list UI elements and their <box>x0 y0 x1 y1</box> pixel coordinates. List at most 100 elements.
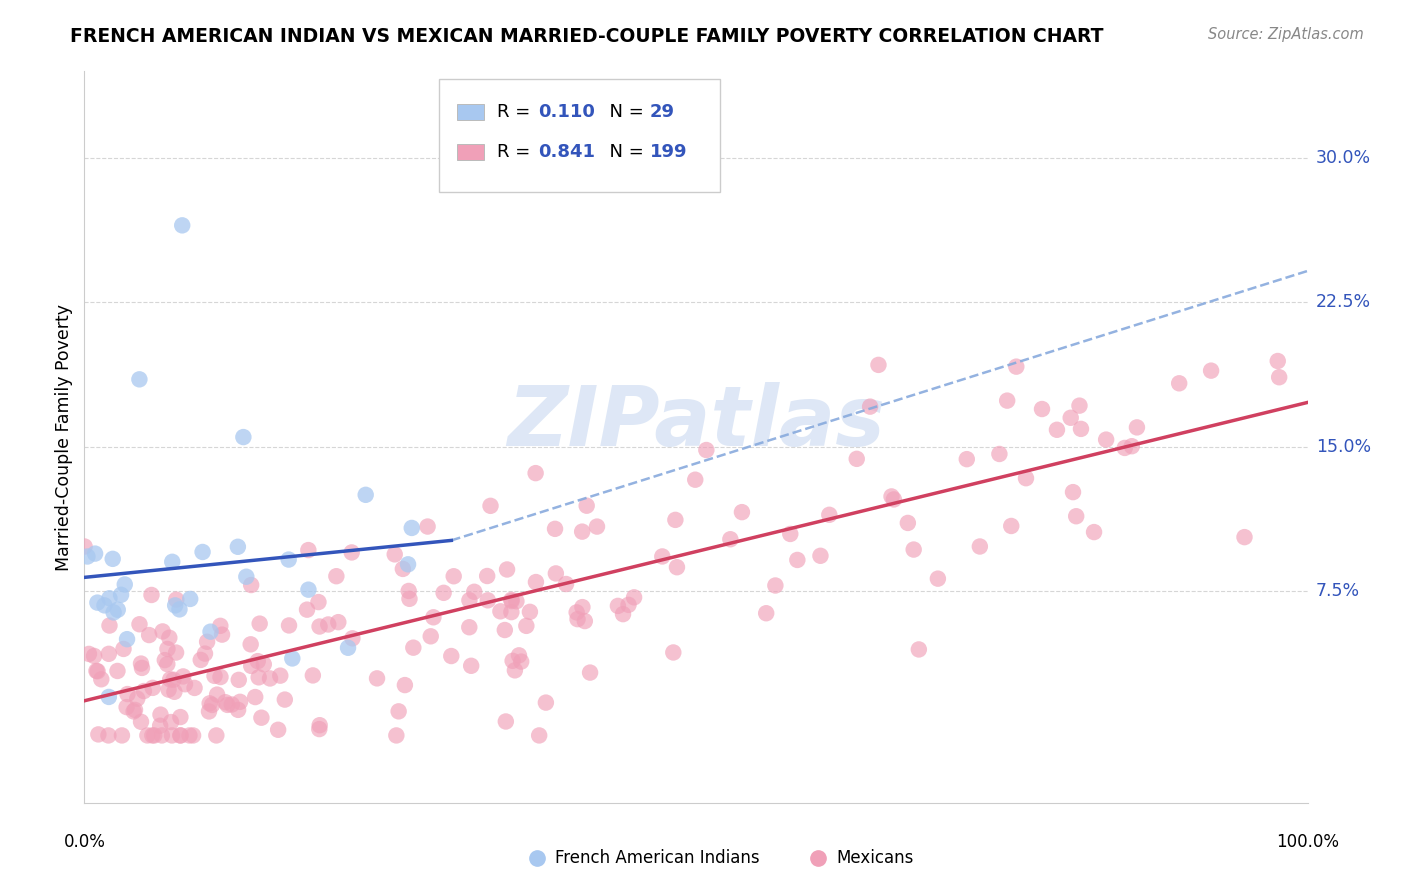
Point <box>98 591 121 606</box>
Point <box>169 602 191 616</box>
Point <box>169 710 191 724</box>
Point <box>129 714 152 729</box>
Point <box>433 586 456 600</box>
Point <box>385 728 408 742</box>
Point <box>524 575 547 590</box>
Point <box>77 647 100 661</box>
Point <box>398 591 420 606</box>
Point <box>198 696 221 710</box>
Point <box>295 602 318 616</box>
Point <box>73 540 96 554</box>
Point <box>503 664 526 678</box>
Point <box>544 566 567 581</box>
Point <box>142 681 165 695</box>
Point <box>86 596 108 610</box>
Point <box>98 618 121 632</box>
Point <box>810 549 832 563</box>
Point <box>141 728 163 742</box>
Y-axis label: Married-Couple Family Poverty: Married-Couple Family Poverty <box>55 303 73 571</box>
Point <box>995 393 1018 408</box>
Point <box>259 672 281 686</box>
Point <box>107 664 129 678</box>
Point <box>159 673 181 687</box>
Point <box>195 634 218 648</box>
Point <box>240 578 263 592</box>
Point <box>718 533 741 547</box>
Point <box>1114 441 1136 455</box>
Point <box>115 632 138 647</box>
Point <box>325 569 347 583</box>
Text: 7.5%: 7.5% <box>1316 582 1360 600</box>
Point <box>903 542 925 557</box>
Point <box>1168 376 1191 391</box>
Point <box>122 705 145 719</box>
Text: 29: 29 <box>650 103 675 120</box>
FancyBboxPatch shape <box>457 103 484 120</box>
Point <box>463 584 485 599</box>
Point <box>494 623 516 637</box>
Point <box>128 372 150 386</box>
Point <box>1070 422 1092 436</box>
Point <box>156 642 179 657</box>
Point <box>515 619 537 633</box>
Point <box>731 505 754 519</box>
FancyBboxPatch shape <box>457 144 484 160</box>
Point <box>297 543 319 558</box>
Point <box>1062 485 1084 500</box>
Point <box>1083 524 1105 539</box>
Point <box>86 664 108 678</box>
Point <box>157 631 180 645</box>
Point <box>880 490 903 504</box>
Point <box>274 692 297 706</box>
Point <box>181 728 204 742</box>
Text: R =: R = <box>496 103 536 120</box>
Text: N =: N = <box>598 103 650 120</box>
Point <box>1031 402 1053 417</box>
Point <box>419 629 441 643</box>
Point <box>440 648 463 663</box>
Point <box>443 569 465 583</box>
Point <box>239 637 262 651</box>
Point <box>211 627 233 641</box>
Point <box>179 728 201 742</box>
Point <box>165 599 187 613</box>
Point <box>617 598 640 612</box>
Text: 0.841: 0.841 <box>538 143 595 161</box>
Point <box>505 594 527 608</box>
Point <box>132 684 155 698</box>
Point <box>1121 439 1143 453</box>
Point <box>232 430 254 444</box>
Point <box>969 540 991 554</box>
Point <box>651 549 673 564</box>
Point <box>226 540 249 554</box>
Point <box>162 673 184 687</box>
Text: N =: N = <box>598 143 650 161</box>
Point <box>859 400 882 414</box>
Point <box>112 642 135 657</box>
Point <box>868 358 890 372</box>
Point <box>1126 420 1149 434</box>
Point <box>460 658 482 673</box>
Point <box>956 452 979 467</box>
Point <box>302 668 325 682</box>
Point <box>162 555 184 569</box>
Point <box>278 618 301 632</box>
Point <box>97 690 120 704</box>
Point <box>205 728 228 742</box>
Point <box>149 707 172 722</box>
Point <box>402 640 425 655</box>
Point <box>524 466 547 480</box>
Point <box>247 670 270 684</box>
Point <box>101 552 124 566</box>
Point <box>555 577 578 591</box>
Point <box>534 696 557 710</box>
Point <box>217 698 239 712</box>
Point <box>205 688 228 702</box>
Point <box>396 558 419 572</box>
Point <box>316 617 339 632</box>
Point <box>209 670 232 684</box>
Point <box>103 606 125 620</box>
Point <box>422 610 444 624</box>
Point <box>340 545 363 559</box>
Point <box>228 673 250 687</box>
